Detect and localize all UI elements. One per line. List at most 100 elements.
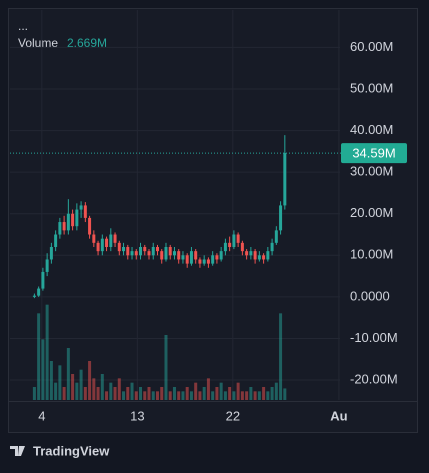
plot bbox=[32, 135, 287, 400]
volume-bar bbox=[245, 391, 249, 400]
candle-body bbox=[75, 209, 79, 227]
volume-bar bbox=[168, 391, 172, 400]
volume-bar bbox=[62, 387, 66, 400]
candle-body bbox=[54, 234, 58, 247]
candle-body bbox=[66, 213, 70, 231]
volume-bar bbox=[134, 391, 138, 400]
volume-bar bbox=[92, 378, 96, 400]
candle-body bbox=[266, 251, 270, 260]
candle-body bbox=[232, 234, 236, 247]
candle-body bbox=[262, 255, 266, 260]
volume-bar bbox=[41, 339, 45, 400]
volume-bar bbox=[236, 382, 240, 400]
volume-bar bbox=[58, 365, 62, 400]
candle-body bbox=[126, 246, 130, 256]
candle-body bbox=[109, 234, 113, 247]
volume-bar bbox=[219, 382, 223, 400]
candle-body bbox=[223, 242, 227, 252]
legend-value: 2.669M bbox=[67, 36, 107, 50]
volume-bar bbox=[54, 382, 58, 400]
volume-bar bbox=[194, 382, 198, 400]
candle-body bbox=[253, 251, 257, 260]
candle-body bbox=[71, 213, 75, 227]
candle-body bbox=[130, 251, 134, 256]
volume-bar bbox=[105, 391, 109, 400]
candle-body bbox=[105, 238, 109, 247]
candle-body bbox=[32, 295, 36, 297]
volume-bar bbox=[202, 387, 206, 400]
candle-body bbox=[283, 153, 287, 206]
candle-body bbox=[279, 205, 283, 231]
candle-body bbox=[172, 251, 176, 256]
x-tick-label: 4 bbox=[38, 408, 45, 423]
header: ... bbox=[18, 19, 28, 33]
candle-body bbox=[151, 246, 155, 256]
volume-bar bbox=[206, 378, 210, 400]
candle-body bbox=[79, 205, 83, 210]
y-tick-label: 0.0000 bbox=[350, 288, 390, 303]
volume-bar bbox=[189, 391, 193, 400]
candle-body bbox=[249, 251, 253, 256]
candle-body bbox=[181, 255, 185, 260]
candle-body bbox=[240, 242, 244, 252]
volume-bar bbox=[177, 391, 181, 400]
logo: TradingView bbox=[10, 443, 110, 458]
candle-body bbox=[228, 242, 232, 247]
candle-body bbox=[122, 246, 126, 252]
candle-body bbox=[185, 255, 189, 264]
volume-bar bbox=[32, 387, 36, 400]
legend-name: Volume bbox=[18, 36, 58, 50]
volume-bar bbox=[100, 374, 104, 400]
candle-body bbox=[215, 255, 219, 260]
volume-bar bbox=[283, 388, 287, 400]
volume-bar bbox=[172, 387, 176, 400]
volume-bar bbox=[270, 387, 274, 400]
volume-bar bbox=[228, 387, 232, 400]
volume-bar bbox=[249, 387, 253, 400]
volume-bar bbox=[143, 391, 147, 400]
volume-bar bbox=[109, 382, 113, 400]
candle-body bbox=[198, 259, 202, 264]
last-price-label: 34.59M bbox=[352, 146, 395, 161]
candle-body bbox=[211, 255, 215, 264]
volume-bar bbox=[155, 391, 159, 400]
volume-bar bbox=[139, 387, 143, 400]
volume-bar bbox=[181, 391, 185, 400]
y-tick-label: 30.00M bbox=[350, 164, 393, 179]
y-tick-label: 40.00M bbox=[350, 122, 393, 137]
candle-body bbox=[143, 246, 147, 252]
volume-bar bbox=[253, 391, 257, 400]
volume-bar bbox=[66, 348, 70, 400]
y-tick-label: -10.00M bbox=[350, 330, 398, 345]
candle-body bbox=[92, 234, 96, 243]
y-tick-label: 20.00M bbox=[350, 205, 393, 220]
candle-body bbox=[245, 251, 249, 256]
volume-bar bbox=[37, 313, 41, 400]
candle-body bbox=[139, 246, 143, 256]
y-tick-label: 60.00M bbox=[350, 39, 393, 54]
volume-bar bbox=[240, 391, 244, 400]
volume-bar bbox=[164, 335, 168, 400]
candle-body bbox=[49, 246, 53, 260]
candle-body bbox=[100, 238, 104, 252]
candle-body bbox=[88, 217, 92, 235]
volume-bar bbox=[75, 382, 79, 400]
candle-body bbox=[62, 222, 66, 231]
candle-body bbox=[236, 234, 240, 243]
volume-bar bbox=[266, 391, 270, 400]
candle-body bbox=[160, 251, 164, 260]
volume-bar bbox=[96, 387, 100, 400]
candle-body bbox=[202, 259, 206, 264]
candle-body bbox=[37, 288, 41, 296]
y-tick-label: -20.00M bbox=[350, 371, 398, 386]
volume-bar bbox=[211, 391, 215, 400]
x-tick-label: 13 bbox=[130, 408, 144, 423]
candle-body bbox=[96, 242, 100, 252]
candle-body bbox=[117, 242, 121, 252]
candle-body bbox=[257, 255, 261, 260]
volume-bar bbox=[160, 387, 164, 400]
candle-body bbox=[194, 251, 198, 260]
candle-body bbox=[41, 271, 45, 289]
volume-bar bbox=[215, 387, 219, 400]
